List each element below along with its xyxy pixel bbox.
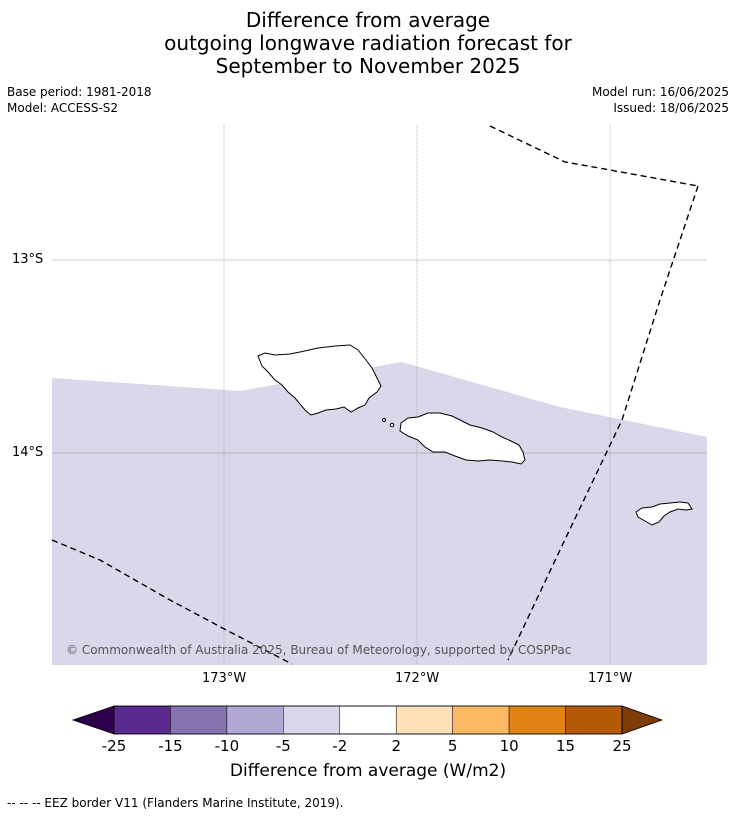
colorbar-segment-4 [339, 705, 397, 735]
colorbar-outline [113, 705, 623, 735]
colorbar-tick-label: -5 [275, 737, 291, 755]
colorbar-segment-2 [226, 705, 284, 735]
eez-footnote: -- -- -- EEZ border V11 (Flanders Marine… [7, 796, 344, 810]
apolima-island [389, 422, 395, 428]
colorbar-tick-label: -2 [332, 737, 348, 755]
colorbar-segment-3 [283, 705, 341, 735]
lon-label-173w: 173°W [202, 671, 247, 686]
savaii-island [257, 344, 382, 416]
colorbar-tick-label: 10 [499, 737, 519, 755]
title-line-2: outgoing longwave radiation forecast for [164, 31, 572, 55]
lat-label-13s: 13°S [12, 252, 44, 267]
title-line-1: Difference from average [245, 8, 491, 32]
colorbar-segment-1 [170, 705, 228, 735]
colorbar-segment-7 [508, 705, 566, 735]
colorbar-segment-0 [113, 705, 171, 735]
eez-border-north [489, 125, 699, 187]
eez-border-east [507, 185, 699, 661]
colorbar-tick-label: 15 [556, 737, 576, 755]
colorbar-tick-label: 2 [391, 737, 401, 755]
colorbar [71, 705, 664, 735]
lon-label-172w: 172°W [395, 671, 440, 686]
issued-date: Issued: 18/06/2025 [613, 101, 729, 115]
colorbar-segments [113, 705, 623, 735]
colorbar-tick-label: -25 [101, 737, 127, 755]
colorbar-tick-label: 5 [447, 737, 458, 755]
manono-island [382, 418, 386, 422]
lon-label-171w: 171°W [588, 671, 633, 686]
eez-borders [51, 125, 699, 665]
colorbar-segment-5 [395, 705, 453, 735]
colorbar-segment-6 [452, 705, 510, 735]
colorbar-label: Difference from average (W/m2) [229, 761, 507, 781]
graticule [52, 125, 707, 665]
title-line-3: September to November 2025 [215, 54, 521, 78]
lat-label-14s: 14°S [12, 445, 44, 460]
anomaly-region [52, 362, 707, 665]
colorbar-under-arrow [71, 705, 115, 735]
colorbar-tick-label: 25 [612, 737, 632, 755]
upolu-island [399, 412, 526, 465]
copyright-notice: © Commonwealth of Australia 2025, Bureau… [66, 643, 572, 657]
coastlines [257, 344, 693, 526]
eez-border-southwest [51, 539, 293, 665]
base-period: Base period: 1981-2018 [7, 85, 152, 99]
model-run: Model run: 16/06/2025 [591, 85, 729, 99]
model-name: Model: ACCESS-S2 [7, 101, 119, 115]
colorbar-segment-8 [565, 705, 623, 735]
colorbar-over-arrow [621, 705, 664, 735]
tutuila-island [635, 501, 693, 526]
colorbar-tick-label: -15 [158, 737, 183, 755]
colorbar-tick-label: -10 [214, 737, 240, 755]
